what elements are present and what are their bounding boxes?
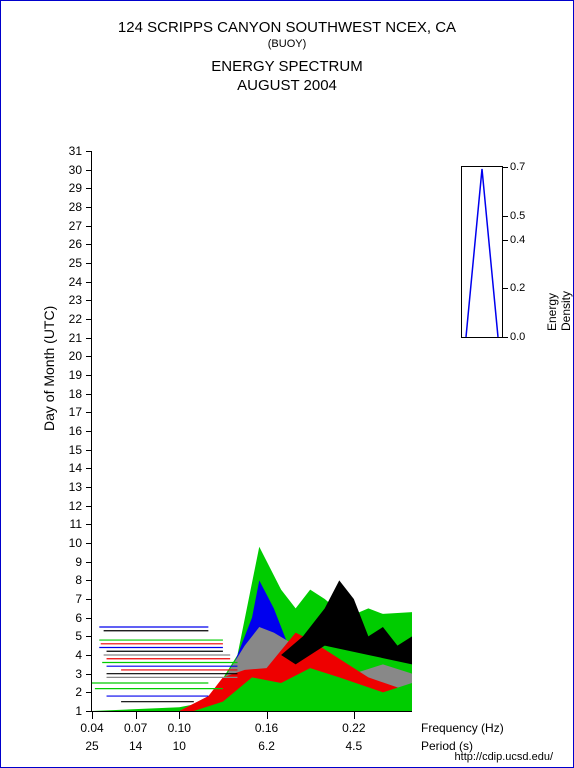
chart-date: AUGUST 2004	[1, 77, 573, 94]
y-tick-label: 15	[69, 443, 92, 457]
y-tick-label: 14	[69, 461, 92, 475]
y-tick-label: 2	[75, 685, 92, 699]
y-tick-label: 23	[69, 293, 92, 307]
y-tick-label: 11	[70, 517, 92, 531]
y-tick-label: 9	[75, 555, 92, 569]
chart-area: 1234567891011121314151617181920212223242…	[91, 151, 412, 712]
y-tick-label: 6	[75, 611, 92, 625]
y-tick-label: 19	[69, 368, 92, 382]
y-tick-label: 17	[69, 405, 92, 419]
legend-peak-icon	[462, 167, 502, 337]
chart-title: ENERGY SPECTRUM	[1, 58, 573, 75]
y-tick-label: 7	[75, 592, 92, 606]
y-tick-label: 29	[69, 181, 92, 195]
y-axis-title: Day of Month (UTC)	[41, 306, 57, 431]
y-tick-label: 12	[69, 499, 92, 513]
y-tick-label: 16	[69, 424, 92, 438]
y-tick-label: 24	[69, 275, 92, 289]
title-block: 124 SCRIPPS CANYON SOUTHWEST NCEX, CA (B…	[1, 19, 573, 94]
x-axis-title-freq: Frequency (Hz)	[421, 721, 504, 735]
legend-title: Energy Density (m^2/Hz)	[545, 283, 574, 331]
x-tick-period-label: 25	[85, 711, 98, 753]
y-tick-label: 13	[69, 480, 92, 494]
x-tick-period-label: 4.5	[345, 711, 362, 753]
legend-tick-label: 0.4	[502, 234, 525, 246]
y-tick-label: 22	[69, 312, 92, 326]
x-tick-period-label: 14	[129, 711, 142, 753]
legend-tick-label: 0.2	[502, 282, 525, 294]
y-tick-label: 20	[69, 349, 92, 363]
y-tick-label: 25	[69, 256, 92, 270]
y-tick-label: 27	[69, 219, 92, 233]
y-tick-label: 4	[75, 648, 92, 662]
station-title: 124 SCRIPPS CANYON SOUTHWEST NCEX, CA	[1, 19, 573, 36]
legend-tick-label: 0.0	[502, 331, 525, 343]
y-tick-label: 18	[69, 387, 92, 401]
y-tick-label: 28	[69, 200, 92, 214]
y-tick-label: 21	[69, 331, 92, 345]
y-tick-label: 8	[75, 573, 92, 587]
legend-tick-label: 0.7	[502, 161, 525, 173]
figure-frame: 124 SCRIPPS CANYON SOUTHWEST NCEX, CA (B…	[0, 0, 574, 768]
y-tick-label: 10	[69, 536, 92, 550]
footer-url: http://cdip.ucsd.edu/	[455, 751, 553, 763]
x-tick-period-label: 6.2	[258, 711, 275, 753]
spectrum-plot	[92, 151, 412, 711]
x-tick-period-label: 10	[173, 711, 186, 753]
legend-tick-label: 0.5	[502, 210, 525, 222]
legend-scale: 0.00.20.40.50.7	[461, 166, 503, 338]
station-subtitle: (BUOY)	[1, 38, 573, 50]
y-tick-label: 26	[69, 237, 92, 251]
y-tick-label: 30	[69, 163, 92, 177]
y-tick-label: 31	[69, 144, 92, 158]
y-tick-label: 3	[75, 667, 92, 681]
legend-peak-line	[466, 169, 498, 337]
y-tick-label: 5	[75, 629, 92, 643]
